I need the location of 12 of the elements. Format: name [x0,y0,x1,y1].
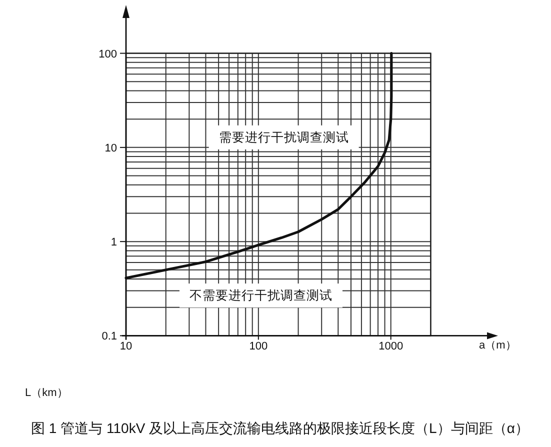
y-tick-label: 10 [104,142,117,154]
y-tick-label: 1 [110,236,117,249]
y-tick-label: 0.1 [102,330,117,343]
text: 图 1 管道与 110kV 及以上高压交流输电线路的极限接近段长度（L）与间距（α） [31,420,529,436]
annotation: 需要进行干扰调查测试 [218,130,349,144]
x-tick-label: 1000 [378,340,404,353]
annotation: 不需要进行干扰调查测试 [189,288,332,303]
x-tick-label: 10 [120,340,132,353]
y-axis-title: L（km） [25,387,68,399]
x-tick-label: 100 [249,340,268,353]
y-tick-label: 100 [98,48,117,60]
x-axis-title: a（m） [479,340,516,352]
